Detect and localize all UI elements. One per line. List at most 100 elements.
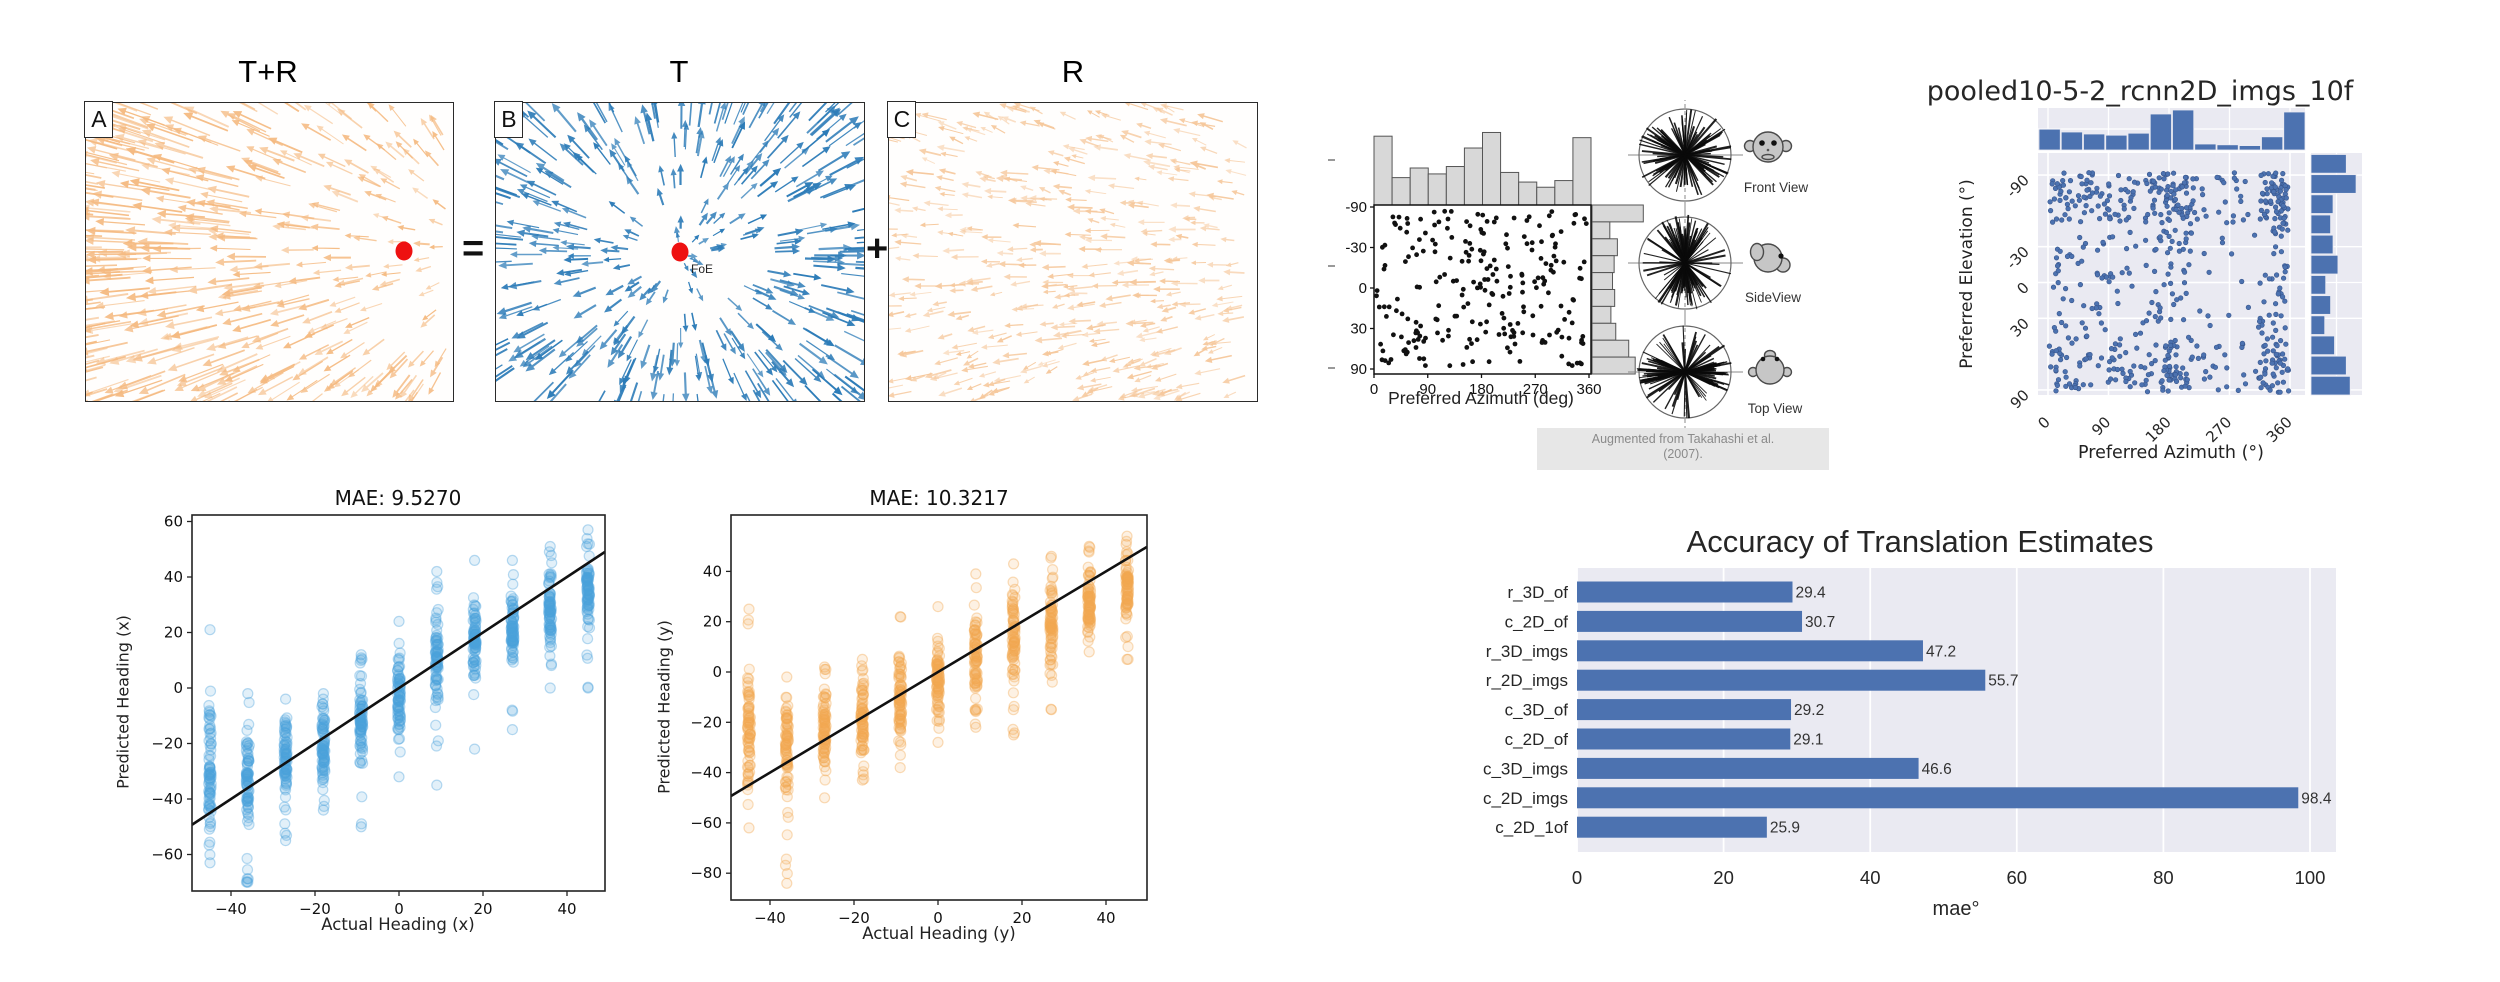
flow-title-t: T xyxy=(669,54,689,89)
svg-text:−20: −20 xyxy=(299,900,331,918)
svg-text:270: 270 xyxy=(2202,413,2235,446)
monkey-top-icon xyxy=(1747,349,1793,385)
svg-text:c_3D_imgs: c_3D_imgs xyxy=(1483,759,1568,778)
mae-x-title: MAE: 9.5270 xyxy=(334,486,462,510)
svg-text:20: 20 xyxy=(473,900,492,918)
svg-text:46.6: 46.6 xyxy=(1922,761,1952,778)
svg-text:−40: −40 xyxy=(215,900,247,918)
svg-text:30: 30 xyxy=(1350,321,1367,338)
mae-y-xlabel: Actual Heading (y) xyxy=(862,924,1016,943)
svg-text:0: 0 xyxy=(712,663,722,681)
svg-text:29.4: 29.4 xyxy=(1796,585,1827,602)
svg-text:80: 80 xyxy=(2153,867,2174,888)
svg-text:−20: −20 xyxy=(151,735,183,753)
front-view-label: Front View xyxy=(1743,180,1809,195)
svg-text:r_2D_imgs: r_2D_imgs xyxy=(1486,671,1568,690)
svg-text:90: 90 xyxy=(1350,361,1367,378)
svg-text:0: 0 xyxy=(2034,413,2053,432)
svg-text:c_2D_imgs: c_2D_imgs xyxy=(1483,789,1568,808)
svg-text:-30: -30 xyxy=(2003,243,2033,273)
svg-text:40: 40 xyxy=(164,568,183,586)
foe-label: FoE xyxy=(691,262,714,277)
svg-text:29.2: 29.2 xyxy=(1794,702,1824,719)
heading-dot-a xyxy=(395,241,413,261)
plus-sign: + xyxy=(866,228,889,270)
monkey-side-icon xyxy=(1749,242,1791,273)
svg-text:r_3D_of: r_3D_of xyxy=(1508,583,1569,602)
svg-text:40: 40 xyxy=(557,900,576,918)
svg-text:47.2: 47.2 xyxy=(1926,643,1956,660)
flow-field-a-plot xyxy=(86,103,447,401)
flow-field-c-plot xyxy=(889,103,1247,401)
mae-x-ylabel: Predicted Heading (x) xyxy=(113,615,133,789)
svg-text:0: 0 xyxy=(933,909,943,927)
svg-text:−60: −60 xyxy=(690,814,722,832)
svg-text:20: 20 xyxy=(1713,867,1734,888)
svg-text:−60: −60 xyxy=(151,846,183,864)
svg-text:−20: −20 xyxy=(838,909,870,927)
svg-text:360: 360 xyxy=(2263,413,2296,446)
top-view-label: Top View xyxy=(1747,401,1803,416)
svg-text:-90: -90 xyxy=(2003,171,2033,201)
mae-y-title: MAE: 10.3217 xyxy=(869,486,1009,510)
panel-label-b: B xyxy=(494,101,524,139)
svg-text:100: 100 xyxy=(2295,867,2326,888)
svg-text:c_2D_of: c_2D_of xyxy=(1505,730,1569,749)
svg-text:−40: −40 xyxy=(151,790,183,808)
svg-text:−40: −40 xyxy=(754,909,786,927)
svg-text:30: 30 xyxy=(2007,314,2033,340)
svg-text:29.1: 29.1 xyxy=(1793,732,1823,749)
svg-text:20: 20 xyxy=(703,613,722,631)
svg-text:55.7: 55.7 xyxy=(1988,673,2018,690)
svg-text:c_2D_1of: c_2D_1of xyxy=(1495,818,1568,837)
flow-panel-b: B FoE xyxy=(494,101,865,402)
svg-text:90: 90 xyxy=(1419,381,1436,398)
takahashi-caption: Augmented from Takahashi et al. (2007). xyxy=(1537,428,1829,470)
svg-text:180: 180 xyxy=(1469,381,1494,398)
svg-text:0: 0 xyxy=(394,900,404,918)
foe-dot-b xyxy=(671,242,689,262)
svg-text:0: 0 xyxy=(2013,279,2032,298)
svg-text:40: 40 xyxy=(703,562,722,580)
flow-panel-a: A xyxy=(84,101,454,402)
svg-text:270: 270 xyxy=(1523,381,1548,398)
takahashi-xlabel: Preferred Azimuth (deg) xyxy=(1388,388,1574,408)
svg-text:25.9: 25.9 xyxy=(1770,820,1800,837)
jointplot-ylabel: Preferred Elevation (°) xyxy=(1957,179,1977,369)
barchart: 29.4 r_3D_of 30.7 c_2D_of 47.2 r_3D_imgs 55.7 r… xyxy=(1483,568,2336,888)
svg-text:40: 40 xyxy=(1096,909,1115,927)
svg-text:60: 60 xyxy=(2007,867,2028,888)
svg-text:0: 0 xyxy=(1359,280,1367,297)
svg-text:40: 40 xyxy=(1860,867,1881,888)
svg-text:c_3D_of: c_3D_of xyxy=(1505,701,1569,720)
svg-text:60: 60 xyxy=(164,513,183,531)
equals-sign: = xyxy=(462,228,485,270)
svg-text:20: 20 xyxy=(164,624,183,642)
svg-text:90: 90 xyxy=(2088,413,2114,439)
svg-text:c_2D_of: c_2D_of xyxy=(1505,612,1569,631)
svg-text:90: 90 xyxy=(2007,386,2033,412)
barchart-title: Accuracy of Translation Estimates xyxy=(1686,524,2154,559)
svg-text:r_3D_imgs: r_3D_imgs xyxy=(1486,642,1568,661)
svg-text:0: 0 xyxy=(1370,381,1378,398)
caption-line2: (2007). xyxy=(1663,447,1703,461)
svg-text:98.4: 98.4 xyxy=(2301,790,2332,807)
flow-field-b-plot xyxy=(496,103,864,401)
monkey-front-icon xyxy=(1743,131,1793,163)
side-view-label: SideView xyxy=(1744,290,1802,305)
svg-text:−80: −80 xyxy=(690,864,722,882)
svg-text:-30: -30 xyxy=(1345,240,1367,257)
flow-title-r: R xyxy=(1061,54,1085,89)
svg-text:−20: −20 xyxy=(690,713,722,731)
mae-y-plot: −40 −20 0 20 40 40 20 0 −20 −40 −60 −80 xyxy=(690,514,1148,927)
svg-text:-90: -90 xyxy=(1345,199,1367,216)
mae-y-ylabel: Predicted Heading (y) xyxy=(654,620,674,794)
mae-x-plot: −40 −20 0 20 40 60 40 20 0 −20 −40 −60 xyxy=(151,513,606,918)
jointplot-xlabel: Preferred Azimuth (°) xyxy=(2078,443,2264,463)
barchart-xlabel: mae° xyxy=(1932,898,1980,920)
svg-text:0: 0 xyxy=(1572,867,1582,888)
svg-text:0: 0 xyxy=(173,679,183,697)
